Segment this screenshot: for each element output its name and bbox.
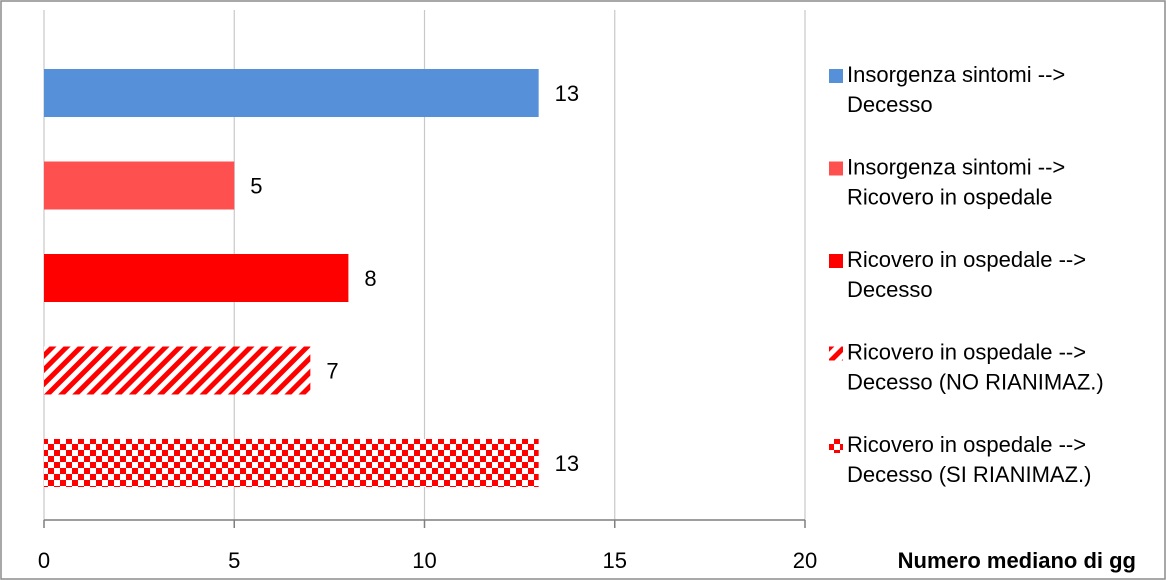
bars	[44, 69, 539, 487]
legend-label-1: Insorgenza sintomi -->	[847, 62, 1065, 87]
data-label-3: 8	[364, 266, 376, 291]
legend-label-5: Ricovero in ospedale -->	[847, 432, 1086, 457]
legend-label-1: Decesso	[847, 92, 933, 117]
data-label-4: 7	[326, 359, 338, 384]
x-tick-label: 0	[38, 548, 50, 573]
x-axis: 0 5 10 15 20	[38, 519, 817, 573]
legend-swatch-4	[829, 346, 843, 361]
bar-3	[44, 254, 349, 302]
legend-swatch-1	[829, 69, 843, 83]
x-axis-title: Numero mediano di gg	[898, 548, 1136, 573]
legend-label-5: Decesso (SI RIANIMAZ.)	[847, 462, 1091, 487]
x-tick-label: 15	[603, 548, 627, 573]
legend-label-2: Ricovero in ospedale	[847, 185, 1052, 210]
data-label-2: 5	[250, 174, 262, 199]
x-tick-label: 20	[793, 548, 817, 573]
legend-label-2: Insorgenza sintomi -->	[847, 155, 1065, 180]
legend-label-3: Decesso	[847, 277, 933, 302]
legend-swatch-2	[829, 161, 843, 176]
bar-1	[44, 69, 539, 117]
legend-label-4: Ricovero in ospedale -->	[847, 340, 1086, 365]
legend-label-4: Decesso (NO RIANIMAZ.)	[847, 370, 1104, 395]
legend-label-3: Ricovero in ospedale -->	[847, 247, 1086, 272]
legend-swatch-5	[829, 439, 843, 453]
data-label-5: 13	[555, 451, 579, 476]
bar-2	[44, 161, 235, 210]
legend-swatch-3	[829, 254, 843, 268]
x-tick-label: 5	[228, 548, 240, 573]
bar-4	[44, 346, 311, 395]
x-tick-label: 10	[412, 548, 436, 573]
bar-5	[44, 439, 539, 487]
data-label-1: 13	[555, 81, 579, 106]
data-labels: 13 5 8 7 13	[250, 81, 579, 476]
legend: Insorgenza sintomi --> Decesso Insorgenza …	[829, 62, 1104, 487]
